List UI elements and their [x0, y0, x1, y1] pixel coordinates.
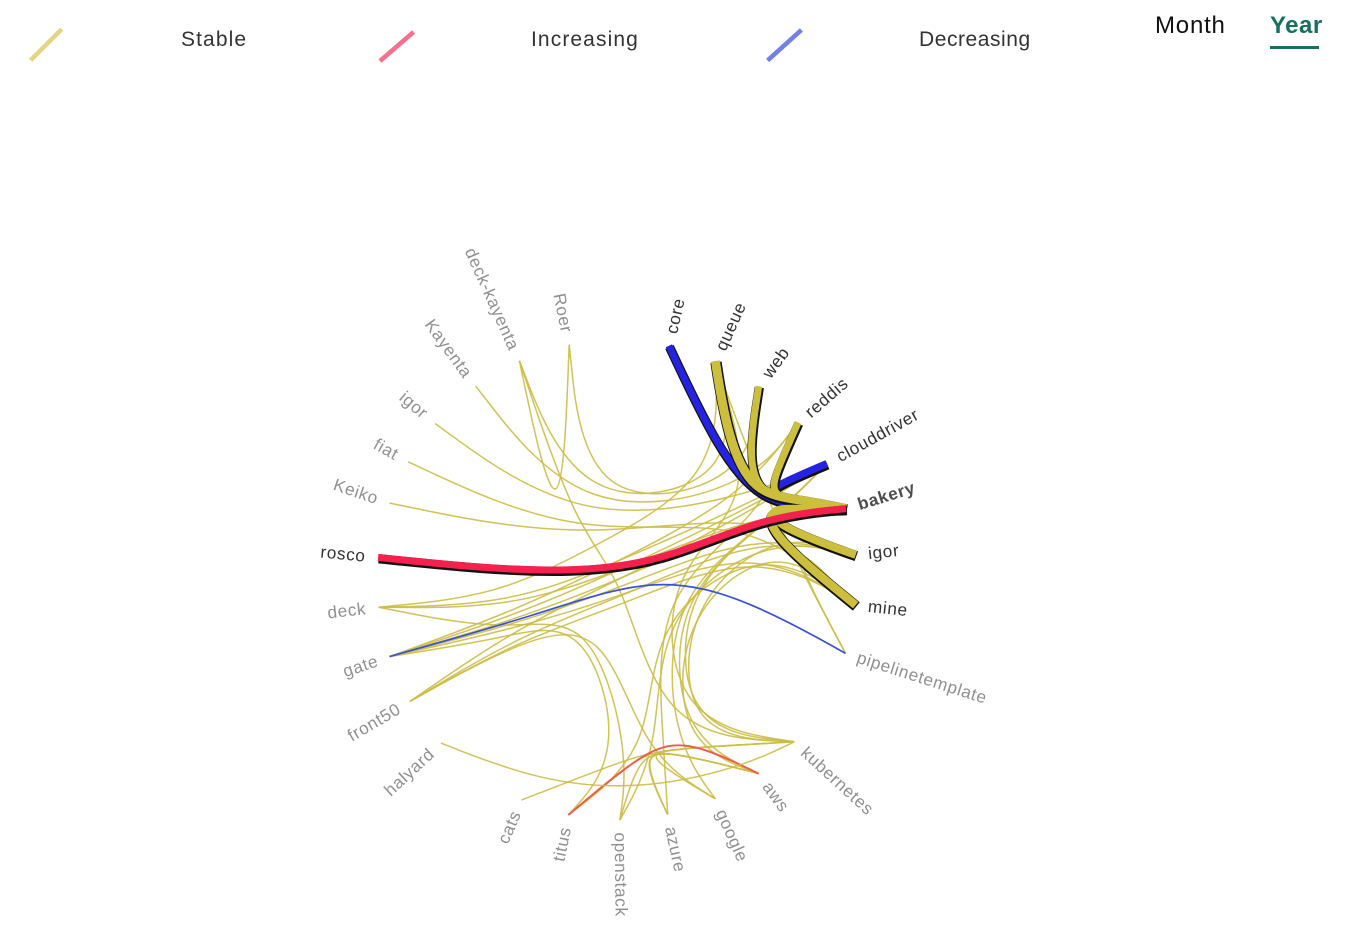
svg-text:rosco: rosco — [320, 542, 367, 566]
svg-text:aws: aws — [758, 778, 793, 816]
svg-text:igor: igor — [396, 387, 433, 423]
svg-text:Keiko: Keiko — [331, 474, 381, 508]
svg-text:Kayenta: Kayenta — [421, 315, 477, 381]
svg-text:gate: gate — [340, 651, 381, 681]
svg-text:azure: azure — [661, 825, 690, 874]
svg-text:reddis: reddis — [801, 373, 852, 421]
svg-text:bakery: bakery — [855, 477, 918, 514]
svg-text:google: google — [712, 806, 753, 865]
svg-text:fiat: fiat — [370, 434, 402, 464]
svg-text:front50: front50 — [344, 699, 404, 746]
svg-text:pipelinetemplate: pipelinetemplate — [855, 647, 990, 707]
svg-text:Roer: Roer — [549, 291, 577, 334]
svg-text:core: core — [661, 296, 688, 336]
svg-text:openstack: openstack — [611, 832, 632, 916]
svg-text:kubernetes: kubernetes — [797, 743, 878, 819]
svg-text:web: web — [757, 343, 794, 383]
svg-text:clouddriver: clouddriver — [833, 404, 922, 466]
svg-text:halyard: halyard — [380, 744, 438, 800]
svg-text:igor: igor — [867, 540, 900, 563]
svg-text:titus: titus — [548, 825, 575, 863]
svg-text:deck-kayenta: deck-kayenta — [461, 245, 524, 354]
svg-text:deck: deck — [326, 598, 367, 622]
svg-text:queue: queue — [711, 299, 750, 354]
svg-text:mine: mine — [867, 596, 909, 620]
svg-text:cats: cats — [493, 807, 525, 846]
